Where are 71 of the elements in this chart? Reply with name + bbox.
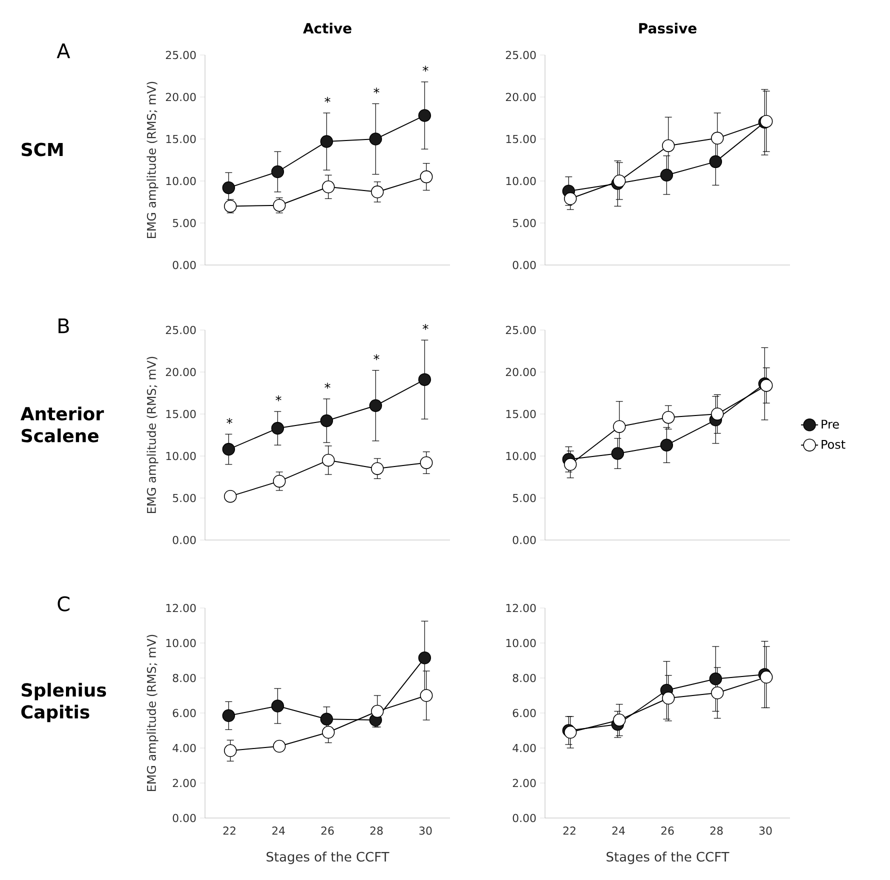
x-tick-label: 24 (272, 826, 285, 835)
y-tick-label: 0.00 (512, 260, 536, 270)
y-tick-label: 25.00 (506, 326, 536, 334)
x-tick-label: 30 (759, 826, 772, 835)
y-tick-label: 15.00 (506, 410, 536, 418)
y-tick-label: 25.00 (166, 326, 196, 334)
annotation: * (422, 324, 428, 330)
y-tick-label: 0.00 (512, 814, 536, 822)
text: SCM (22, 142, 63, 156)
y-tick-label: 10.00 (166, 452, 196, 460)
y-tick-label: 5.00 (512, 494, 536, 502)
annotation: * (324, 382, 330, 389)
y-tick-label: 8.00 (512, 674, 536, 682)
y-axis-title: EMG amplitude (RMS; mV) (146, 634, 158, 792)
y-tick-label: 10.00 (506, 638, 536, 648)
y-tick-label: 2.00 (512, 778, 536, 788)
x-axis-title: Stages of the CCFT (606, 852, 730, 864)
annotation: * (374, 354, 380, 360)
annotation: * (324, 96, 330, 103)
x-tick-label: 26 (661, 826, 674, 835)
y-tick-label: 5.00 (172, 494, 196, 502)
y-tick-label: 20.00 (166, 92, 196, 102)
y-tick-label: 5.00 (172, 218, 196, 228)
y-tick-label: 20.00 (506, 368, 536, 376)
chart-title: Passive (639, 22, 696, 34)
y-tick-label: 2.00 (172, 778, 196, 788)
text: B (58, 318, 69, 334)
annotation: * (374, 88, 380, 94)
x-tick-label: 22 (563, 826, 576, 835)
y-tick-label: 8.00 (172, 674, 196, 682)
y-axis-title: EMG amplitude (RMS; mV) (146, 356, 158, 514)
y-tick-label: 4.00 (172, 744, 196, 752)
x-tick-label: 30 (419, 826, 432, 835)
x-axis-title: Stages of the CCFT (266, 852, 390, 864)
x-tick-label: 28 (370, 826, 383, 835)
y-tick-label: 15.00 (166, 410, 196, 418)
x-tick-label: 22 (223, 826, 236, 835)
y-tick-label: 5.00 (512, 218, 536, 228)
legend-label: Pre (822, 420, 839, 429)
y-tick-label: 0.00 (512, 536, 536, 544)
y-axis-title: EMG amplitude (RMS; mV) (146, 82, 158, 238)
y-tick-label: 10.00 (166, 638, 196, 648)
annotation: * (226, 418, 232, 424)
text: Anterior Scalene (20, 406, 104, 442)
y-tick-label: 10.00 (506, 452, 536, 460)
y-tick-label: 0.00 (172, 536, 196, 544)
x-tick-label: 24 (612, 826, 625, 835)
text: C (58, 596, 70, 612)
y-tick-label: 0.00 (172, 814, 196, 822)
y-tick-label: 25.00 (166, 50, 196, 60)
text: Splenius Capitis (21, 682, 106, 722)
y-tick-label: 4.00 (512, 744, 536, 752)
annotation: * (422, 66, 428, 72)
y-tick-label: 25.00 (506, 50, 536, 60)
y-tick-label: 6.00 (512, 708, 536, 718)
y-tick-label: 10.00 (166, 176, 196, 186)
y-tick-label: 20.00 (506, 92, 536, 102)
x-tick-label: 28 (710, 826, 723, 835)
y-tick-label: 15.00 (166, 134, 196, 144)
y-tick-label: 12.00 (166, 604, 196, 612)
y-tick-label: 15.00 (506, 134, 536, 144)
annotation: * (276, 395, 282, 402)
y-tick-label: 12.00 (506, 604, 536, 612)
y-tick-label: 6.00 (172, 708, 196, 718)
y-tick-label: 10.00 (506, 176, 536, 186)
text: A (56, 44, 70, 58)
chart-title: Active (303, 22, 352, 34)
y-tick-label: 20.00 (166, 368, 196, 376)
y-tick-label: 0.00 (172, 260, 196, 270)
x-tick-label: 26 (321, 826, 334, 835)
legend-label: Post (822, 440, 846, 449)
